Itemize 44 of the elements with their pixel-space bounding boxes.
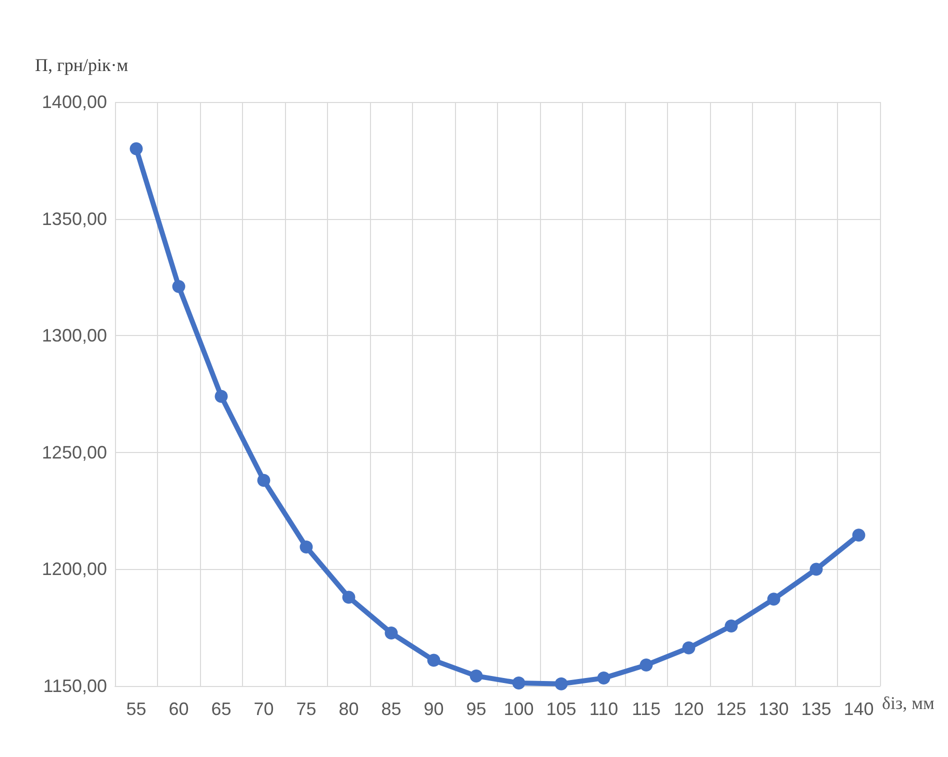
y-tick-label: 1400,00 [42,92,107,112]
y-tick-label: 1300,00 [42,326,107,346]
x-tick-label: 70 [254,699,274,719]
point [810,562,823,576]
point [130,142,143,156]
y-tick-label: 1250,00 [42,442,107,462]
x-tick-label: 140 [844,699,874,719]
x-tick-label: 80 [338,699,359,719]
point [470,669,483,682]
x-tick-label: 95 [466,699,486,719]
point [214,390,228,403]
y-tick-label: 1350,00 [42,208,107,229]
x-tick-label: 100 [504,699,534,719]
x-tick-label: 125 [716,699,746,719]
x-tick-label: 135 [801,699,832,719]
x-tick-label: 120 [674,699,704,719]
x-tick-label: 110 [589,699,618,719]
point [724,619,738,632]
x-tick-label: 75 [296,699,316,719]
point [512,676,526,690]
point [597,672,610,685]
point [300,540,313,554]
y-axis-title: П, грн/рік·м [35,55,128,75]
point [257,474,270,487]
x-tick-label: 85 [381,699,402,719]
point [342,590,356,604]
point [682,641,696,654]
point [172,280,186,294]
point [384,626,398,640]
y-tick-label: 1200,00 [42,559,107,580]
x-tick-label: 60 [168,699,189,719]
x-tick-label: 105 [546,699,576,719]
point [767,592,780,606]
point [427,654,440,667]
point [640,658,653,672]
x-tick-label: 65 [211,699,232,719]
x-tick-label: 130 [758,699,789,719]
x-tick-label: 115 [632,699,661,719]
y-tick-label: 1150,00 [43,676,107,696]
point [554,677,568,690]
point [852,528,866,542]
x-tick-label: 55 [126,699,146,719]
x-tick-label: 90 [424,699,444,719]
x-axis-title: δіз, мм [882,693,934,713]
